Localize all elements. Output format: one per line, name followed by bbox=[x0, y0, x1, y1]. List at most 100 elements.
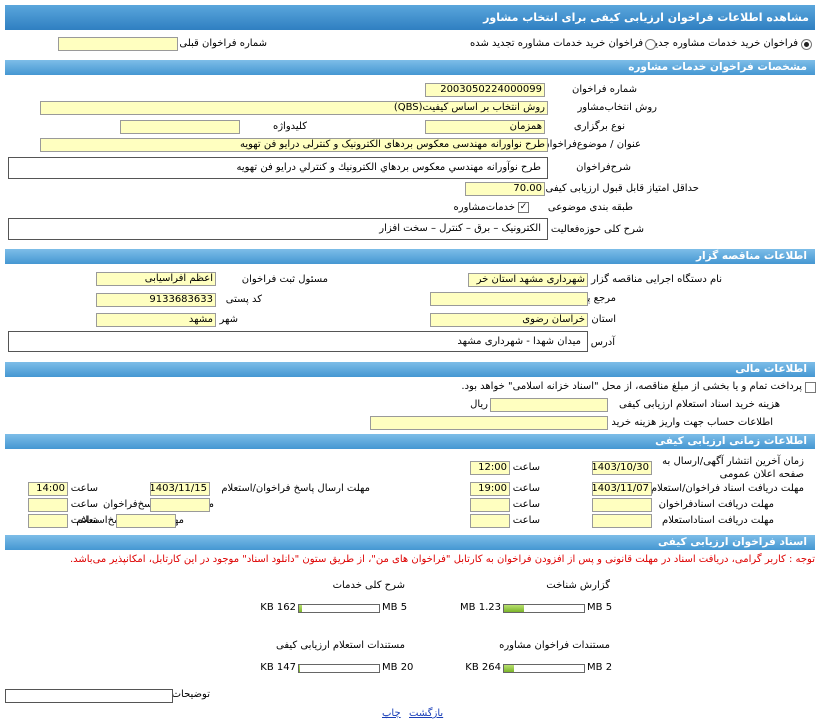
field-label: ساعت bbox=[512, 515, 540, 526]
document-name: مستندات استعلام ارزیابی کیفی bbox=[275, 640, 405, 651]
print-link[interactable]: چاپ bbox=[382, 708, 401, 719]
field-value bbox=[592, 498, 652, 512]
progress-fill bbox=[299, 605, 302, 612]
radio[interactable] bbox=[801, 39, 812, 50]
field-value: 1403/11/15 bbox=[150, 482, 210, 496]
section-title: مشخصات فراخوان خدمات مشاوره bbox=[5, 60, 815, 75]
field-value bbox=[430, 292, 588, 306]
field-label: شرح کلی حوزه‌فعالیت bbox=[550, 224, 644, 235]
progress-bar bbox=[503, 664, 585, 673]
document-max: 2 MB bbox=[587, 662, 613, 673]
field-value: خراسان رضوی bbox=[430, 313, 588, 327]
checkbox[interactable] bbox=[518, 202, 529, 213]
field-value: اعظم افراسیابی bbox=[96, 272, 216, 286]
text-input[interactable] bbox=[58, 37, 178, 51]
field-value: الکترونیک – برق – کنترل – سخت افزار bbox=[8, 218, 548, 240]
field-value bbox=[490, 398, 608, 412]
document-max: 5 MB bbox=[382, 602, 408, 613]
document-name: شرح کلی خدمات bbox=[332, 580, 405, 591]
field-label: آدرس bbox=[590, 337, 615, 348]
field-value bbox=[150, 498, 210, 512]
field-label: کد پستی bbox=[225, 294, 262, 305]
field-value: 9133683633 bbox=[96, 293, 216, 307]
section-title: اطلاعات زمانی ارزیابی کیفی bbox=[5, 434, 815, 449]
field-value bbox=[470, 498, 510, 512]
field-label: نام دستگاه اجرایی مناقصه گزار bbox=[591, 274, 722, 285]
checkbox-label: خدمات‌مشاوره bbox=[453, 202, 515, 213]
field-value: طرح نوآورانه مهندسی معکوس بردهای الکترون… bbox=[40, 138, 548, 152]
field-label: توضیحات bbox=[171, 689, 210, 700]
field-value bbox=[592, 514, 652, 528]
document-size: 1.23 MB bbox=[460, 602, 501, 613]
document-size: 264 KB bbox=[465, 662, 501, 673]
field-label: شماره فراخوان bbox=[572, 84, 637, 95]
field-label: شماره فراخوان قبلی bbox=[179, 38, 267, 49]
field-value: همزمان bbox=[425, 120, 545, 134]
field-value: 14:00 bbox=[28, 482, 68, 496]
field-label: نوع برگزاری bbox=[573, 121, 625, 132]
field-label: مهلت دریافت اسناد فراخوان/استعلام bbox=[650, 483, 804, 494]
field-value: میدان شهدا - شهرداری مشهد bbox=[8, 331, 588, 352]
radio[interactable] bbox=[645, 39, 656, 50]
field-value bbox=[370, 416, 608, 430]
section-title: اطلاعات مالی bbox=[5, 362, 815, 377]
field-label: استان bbox=[591, 314, 616, 325]
notice: توجه : کاربر گرامی، دریافت اسناد در مهلت… bbox=[69, 554, 815, 565]
field-value: 1403/10/30 bbox=[592, 461, 652, 475]
field-value: 70.00 bbox=[465, 182, 545, 196]
field-value: 19:00 bbox=[470, 482, 510, 496]
field-label: شرح‌فراخوان bbox=[576, 162, 631, 173]
progress-bar bbox=[298, 604, 380, 613]
document-max: 5 MB bbox=[587, 602, 613, 613]
checkbox[interactable] bbox=[805, 382, 816, 393]
field-value: طرح نوآورانه مهندسي معكوس بردهاي الكترون… bbox=[8, 157, 548, 179]
field-label: ساعت bbox=[70, 483, 98, 494]
section-title: اطلاعات مناقصه گزار bbox=[5, 249, 815, 264]
document-size: 147 KB bbox=[260, 662, 296, 673]
field-value bbox=[116, 514, 176, 528]
field-label: شهر bbox=[219, 314, 238, 325]
section-title: اسناد فراخوان ارزیابی کیفی bbox=[5, 535, 815, 550]
field-label: کلیدواژه bbox=[272, 121, 307, 132]
field-label: طبقه بندی موضوعی bbox=[547, 202, 633, 213]
back-link[interactable]: بازگشت bbox=[409, 708, 444, 719]
field-label: هزینه خرید اسناد استعلام ارزیابی کیفی bbox=[619, 399, 780, 410]
field-label: مهلت دریافت اسنادفراخوان bbox=[658, 499, 774, 510]
field-label: ساعت bbox=[512, 462, 540, 473]
field-value bbox=[120, 120, 240, 134]
field-value bbox=[28, 498, 68, 512]
document-name: مستندات فراخوان مشاوره bbox=[499, 640, 610, 651]
radio-label: فراخوان خرید خدمات مشاوره جدید bbox=[650, 38, 798, 49]
field-label: عنوان / موضوع‌فراخوان bbox=[542, 139, 641, 150]
field-label: مهلت ارسال پاسخ فراخوان/استعلام bbox=[221, 483, 370, 494]
field-label: ساعت bbox=[70, 515, 98, 526]
field-label: زمان آخرین انتشار آگهی/ارسال به صفحه اعل… bbox=[662, 456, 804, 480]
field-value: 1403/11/07 bbox=[592, 482, 652, 496]
field-value bbox=[28, 514, 68, 528]
unit-label: ریال bbox=[470, 399, 488, 410]
progress-fill bbox=[504, 605, 524, 612]
document-name: گزارش شناخت bbox=[546, 580, 610, 591]
field-label: روش انتخاب‌مشاور bbox=[577, 102, 657, 113]
document-size: 162 KB bbox=[260, 602, 296, 613]
field-label: ساعت bbox=[512, 483, 540, 494]
field-label: مهلت دریافت اسناداستعلام bbox=[662, 515, 774, 526]
checkbox-label: پرداخت تمام و یا بخشی از مبلغ مناقصه، از… bbox=[461, 381, 802, 392]
field-label: ساعت bbox=[70, 499, 98, 510]
progress-fill bbox=[299, 665, 300, 672]
header-title: مشاهده اطلاعات فراخوان ارزیابی کیفی برای… bbox=[5, 5, 815, 30]
field-value: شهرداری مشهد استان خر bbox=[468, 273, 588, 287]
field-value: مشهد bbox=[96, 313, 216, 327]
progress-bar bbox=[298, 664, 380, 673]
field-value bbox=[470, 514, 510, 528]
text-input[interactable] bbox=[5, 689, 173, 703]
field-label: ساعت bbox=[512, 499, 540, 510]
progress-bar bbox=[503, 604, 585, 613]
radio-label: فراخوان خرید خدمات مشاوره تجدید شده bbox=[469, 38, 643, 49]
field-label: مسئول ثبت فراخوان bbox=[241, 274, 328, 285]
field-value: روش انتخاب بر اساس کیفیت(QBS) bbox=[40, 101, 548, 115]
progress-fill bbox=[504, 665, 515, 672]
field-value: 2003050224000099 bbox=[425, 83, 545, 97]
